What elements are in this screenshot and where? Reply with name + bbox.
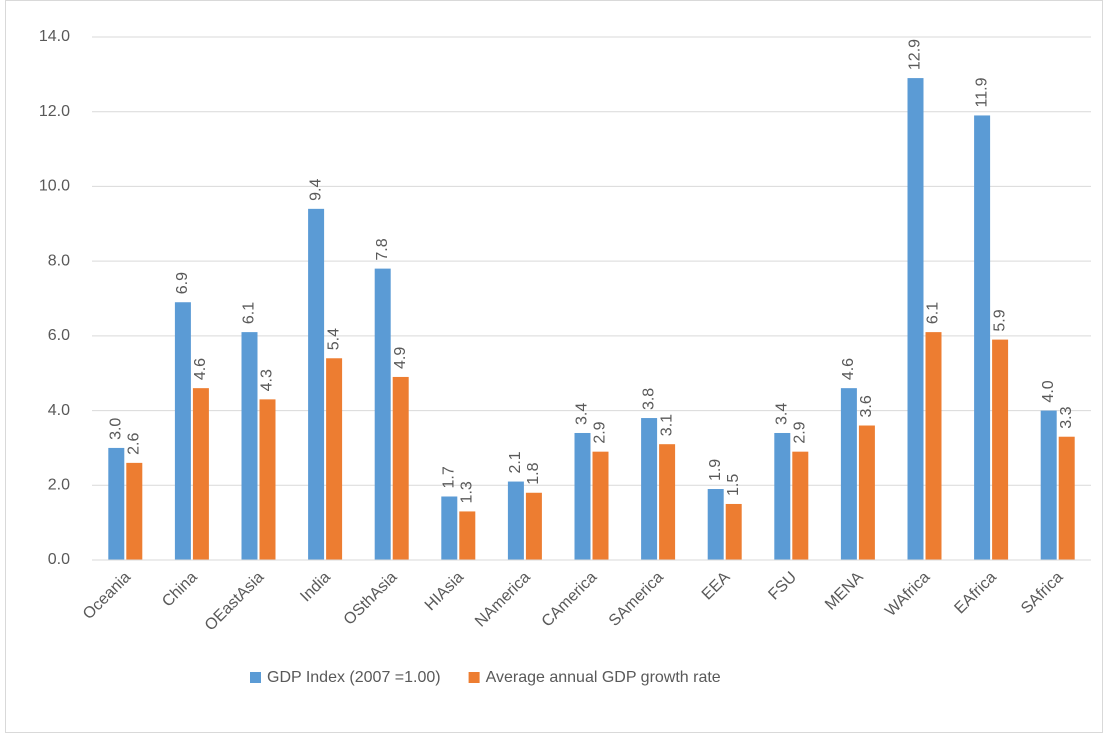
bar xyxy=(1040,410,1057,560)
data-label: 3.0 xyxy=(108,418,125,440)
bar xyxy=(792,451,809,560)
data-label: 3.6 xyxy=(858,395,875,417)
y-tick-label: 14.0 xyxy=(39,28,70,45)
data-label: 5.9 xyxy=(991,309,1008,331)
data-label: 5.4 xyxy=(325,328,342,350)
data-label: 3.4 xyxy=(574,403,591,425)
bar xyxy=(259,399,276,560)
legend-swatch xyxy=(468,672,480,683)
data-label: 4.9 xyxy=(392,347,409,369)
data-label: 1.9 xyxy=(707,459,724,481)
bar xyxy=(459,511,476,560)
bar xyxy=(992,339,1009,560)
data-label: 9.4 xyxy=(307,178,324,200)
bar xyxy=(1058,436,1075,560)
bar xyxy=(592,451,609,560)
data-label: 2.1 xyxy=(507,451,524,473)
y-tick-label: 2.0 xyxy=(48,477,70,494)
bar xyxy=(525,492,542,560)
bar xyxy=(392,376,409,560)
data-label: 12.9 xyxy=(907,39,924,70)
data-label: 6.1 xyxy=(241,302,258,324)
data-label: 11.9 xyxy=(973,77,990,107)
data-label: 1.8 xyxy=(525,462,542,484)
y-tick-label: 8.0 xyxy=(48,252,70,269)
bar xyxy=(174,302,191,560)
bar xyxy=(574,432,591,560)
bar xyxy=(308,208,325,561)
data-label: 1.5 xyxy=(725,474,742,496)
data-label: 3.1 xyxy=(658,414,675,436)
data-label: 3.3 xyxy=(1058,406,1075,428)
data-label: 4.6 xyxy=(840,358,857,380)
data-label: 4.6 xyxy=(192,358,209,380)
bar xyxy=(441,496,458,560)
bar xyxy=(925,332,942,560)
data-label: 6.1 xyxy=(925,302,942,324)
bar xyxy=(374,268,391,560)
bar xyxy=(659,444,676,560)
data-label: 2.9 xyxy=(592,421,609,443)
data-label: 4.0 xyxy=(1040,380,1057,402)
data-label: 4.3 xyxy=(259,369,276,391)
bar xyxy=(858,425,875,560)
bar xyxy=(507,481,524,560)
data-label: 1.3 xyxy=(459,481,476,503)
bar xyxy=(974,115,991,560)
legend-swatch xyxy=(250,672,261,683)
bar xyxy=(840,388,857,560)
y-tick-label: 4.0 xyxy=(48,402,70,419)
bar xyxy=(126,462,143,560)
data-label: 2.6 xyxy=(126,433,143,455)
data-label: 6.9 xyxy=(174,272,191,294)
bar xyxy=(907,78,924,560)
legend-label: GDP Index (2007 =1.00) xyxy=(267,669,441,686)
bar xyxy=(707,489,724,560)
bar xyxy=(725,503,742,560)
bar xyxy=(641,418,658,560)
y-tick-label: 10.0 xyxy=(39,178,70,195)
legend-label: Average annual GDP growth rate xyxy=(486,669,721,686)
data-label: 3.8 xyxy=(640,388,657,410)
bar xyxy=(241,332,258,560)
data-label: 1.7 xyxy=(441,466,458,488)
y-tick-label: 0.0 xyxy=(48,551,70,568)
bar xyxy=(326,358,343,560)
bar xyxy=(774,432,791,560)
y-tick-label: 12.0 xyxy=(39,103,70,120)
data-label: 7.8 xyxy=(374,238,391,260)
data-label: 3.4 xyxy=(774,403,791,425)
y-tick-label: 6.0 xyxy=(48,327,70,344)
bar xyxy=(192,388,209,560)
bar xyxy=(108,447,125,560)
data-label: 2.9 xyxy=(792,421,809,443)
